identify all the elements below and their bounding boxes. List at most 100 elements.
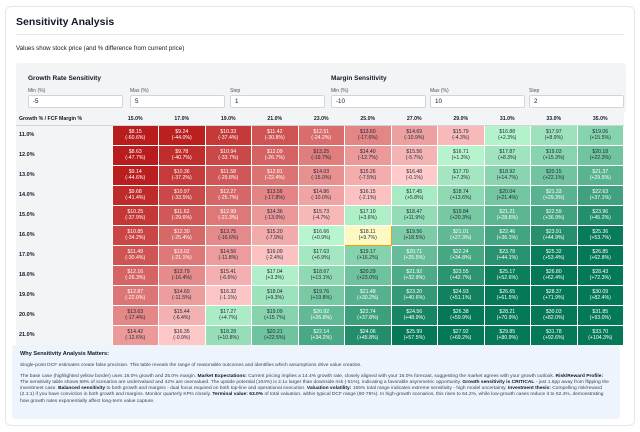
- sensitivity-cell: $16.35 (-0.9%): [158, 324, 206, 346]
- cell-percent: (+34.2%): [310, 335, 332, 341]
- notes-title: Why Sensitivity Analysis Matters:: [20, 351, 110, 357]
- cell-price: $16.32: [220, 288, 237, 295]
- sensitivity-cell: $17.70 (+7.3%): [437, 164, 485, 186]
- page-title: Sensitivity Analysis: [16, 16, 115, 28]
- sensitivity-cell: $15.20 (-7.9%): [251, 224, 299, 246]
- cell-price: $18.28: [220, 328, 237, 335]
- cell-price: $11.49: [127, 248, 143, 255]
- sensitivity-cell: $19.06 (+15.5%): [576, 124, 624, 146]
- sensitivity-cell: $31.78 (+92.6%): [530, 324, 578, 346]
- cell-price: $13.63: [127, 308, 144, 315]
- cell-price: $15.20: [266, 228, 283, 235]
- cell-percent: (-12.6%): [125, 335, 146, 341]
- cell-percent: (+8.9%): [544, 135, 563, 141]
- cell-price: $12.09: [266, 148, 283, 155]
- sensitivity-cell: $13.79 (-16.4%): [158, 264, 206, 286]
- cell-percent: (-4.7%): [312, 215, 330, 221]
- cell-percent: (+62.4%): [543, 275, 565, 281]
- cell-percent: (-29.8%): [218, 175, 239, 181]
- margin-step-input[interactable]: 2: [529, 95, 624, 108]
- cell-percent: (-10.0%): [311, 195, 332, 201]
- cell-price: $8.63: [128, 148, 142, 155]
- cell-price: $22.63: [592, 188, 609, 195]
- cell-percent: (-4.3%): [452, 135, 470, 141]
- cell-price: $18.92: [499, 168, 516, 175]
- cell-percent: (-22.4%): [264, 175, 285, 181]
- cell-price: $28.43: [592, 268, 609, 275]
- sensitivity-cell: $13.75 (-16.6%): [204, 224, 252, 246]
- margin-section-title: Margin Sensitivity: [331, 75, 387, 82]
- cell-percent: (+3.6%): [358, 215, 377, 221]
- cell-percent: (+53.4%): [543, 255, 565, 261]
- sensitivity-cell: $11.49 (-30.4%): [111, 244, 159, 266]
- cell-percent: (+9.7%): [358, 235, 377, 241]
- notes-terminal-label: Terminal value: 63.0%: [212, 392, 264, 398]
- cell-price: $18.04: [266, 288, 283, 295]
- cell-percent: (-29.6%): [171, 215, 192, 221]
- cell-price: $23.96: [592, 208, 609, 215]
- cell-percent: (+93.0%): [589, 315, 611, 321]
- cell-percent: (+25.5%): [403, 255, 425, 261]
- notes-growth-text: - just 1.6pp away from flipping the inve…: [20, 379, 609, 392]
- sensitivity-cell: $19.76 (+19.8%): [297, 284, 345, 306]
- cell-price: $19.03: [545, 148, 562, 155]
- sensitivity-cell: $10.94 (-33.7%): [204, 144, 252, 166]
- cell-price: $15.56: [406, 148, 423, 155]
- sensitivity-cell: $14.86 (-10.0%): [297, 184, 345, 206]
- cell-price: $21.21: [499, 208, 516, 215]
- notes-volatility-text: 155% total range indicates extreme sensi…: [351, 386, 508, 392]
- sensitivity-cell: $31.85 (+93.0%): [576, 304, 624, 326]
- sensitivity-cell: $9.78 (-40.7%): [158, 144, 206, 166]
- cell-price: $20.04: [499, 188, 516, 195]
- sensitivity-cell: $22.63 (+37.1%): [576, 184, 624, 206]
- margin-column-header: 21.0%: [251, 113, 298, 126]
- cell-percent: (+1.3%): [451, 155, 470, 161]
- sensitivity-cell: $12.27 (-25.7%): [204, 184, 252, 206]
- sensitivity-cell: $22.59 (+36.9%): [530, 204, 578, 226]
- margin-min-input[interactable]: -10: [331, 95, 426, 108]
- cell-price: $14.40: [359, 148, 376, 155]
- cell-percent: (+10.8%): [217, 335, 239, 341]
- cell-price: $26.38: [452, 308, 469, 315]
- sensitivity-cell: $13.63 (-17.4%): [111, 304, 159, 326]
- cell-percent: (-12.7%): [357, 155, 378, 161]
- cell-price: $16.71: [452, 148, 469, 155]
- cell-percent: (-33.5%): [171, 195, 192, 201]
- growth-min-input[interactable]: -5: [28, 95, 123, 108]
- cell-percent: (+70.9%): [496, 315, 518, 321]
- cell-price: $26.85: [592, 248, 609, 255]
- notes-intro: Single-point DCF estimates create false …: [20, 363, 362, 369]
- cell-percent: (-26.7%): [264, 155, 285, 161]
- cell-percent: (-7.5%): [359, 175, 377, 181]
- table-row: 19.0% $12.87 (-22.0%) $14.60 (-11.5%) $16.32(…: [16, 284, 624, 306]
- cell-percent: (-7.9%): [266, 235, 284, 241]
- notes-risk-label: Risk/Reward Profile:: [555, 373, 604, 379]
- cell-price: $16.66: [313, 228, 330, 235]
- cell-price: $15.26: [359, 168, 376, 175]
- cell-price: $8.15: [128, 128, 142, 135]
- cell-price: $12.30: [173, 228, 190, 235]
- sensitivity-cell: $22.46 (+36.1%): [483, 224, 531, 246]
- sensitivity-cell: $12.51 (-24.2%): [297, 124, 345, 146]
- sensitivity-cell: $18.92 (+14.7%): [483, 164, 531, 186]
- sensitivity-cell: $21.48 (+30.2%): [344, 284, 392, 306]
- sensitivity-cell: $16.66 (+0.9%): [297, 224, 345, 246]
- cell-price: $12.81: [266, 168, 283, 175]
- cell-price: $19.84: [452, 208, 469, 215]
- cell-price: $13.56: [266, 188, 283, 195]
- sensitivity-cell: $15.26 (-7.5%): [344, 164, 392, 186]
- cell-percent: (-30.4%): [125, 255, 146, 261]
- cell-price: $14.69: [406, 128, 423, 135]
- notes-market-label: Market Expectations:: [197, 373, 247, 379]
- growth-step-input[interactable]: 1: [230, 95, 325, 108]
- cell-percent: (-15.0%): [311, 175, 332, 181]
- sensitivity-cell: $21.01 (+27.3%): [437, 224, 485, 246]
- sensitivity-cell: $17.27 (+4.7%): [204, 304, 252, 326]
- margin-max-label: Max (%): [430, 88, 449, 94]
- margin-max-input[interactable]: 10: [430, 95, 525, 108]
- sensitivity-cell: $18.74 (+13.6%): [437, 184, 485, 206]
- growth-max-input[interactable]: 5: [130, 95, 225, 108]
- cell-price: $11.42: [267, 128, 283, 135]
- cell-price: $17.70: [452, 168, 469, 175]
- sensitivity-table: Growth % / FCF Margin % 15.0% 17.0% 19.0% 2…: [16, 113, 624, 346]
